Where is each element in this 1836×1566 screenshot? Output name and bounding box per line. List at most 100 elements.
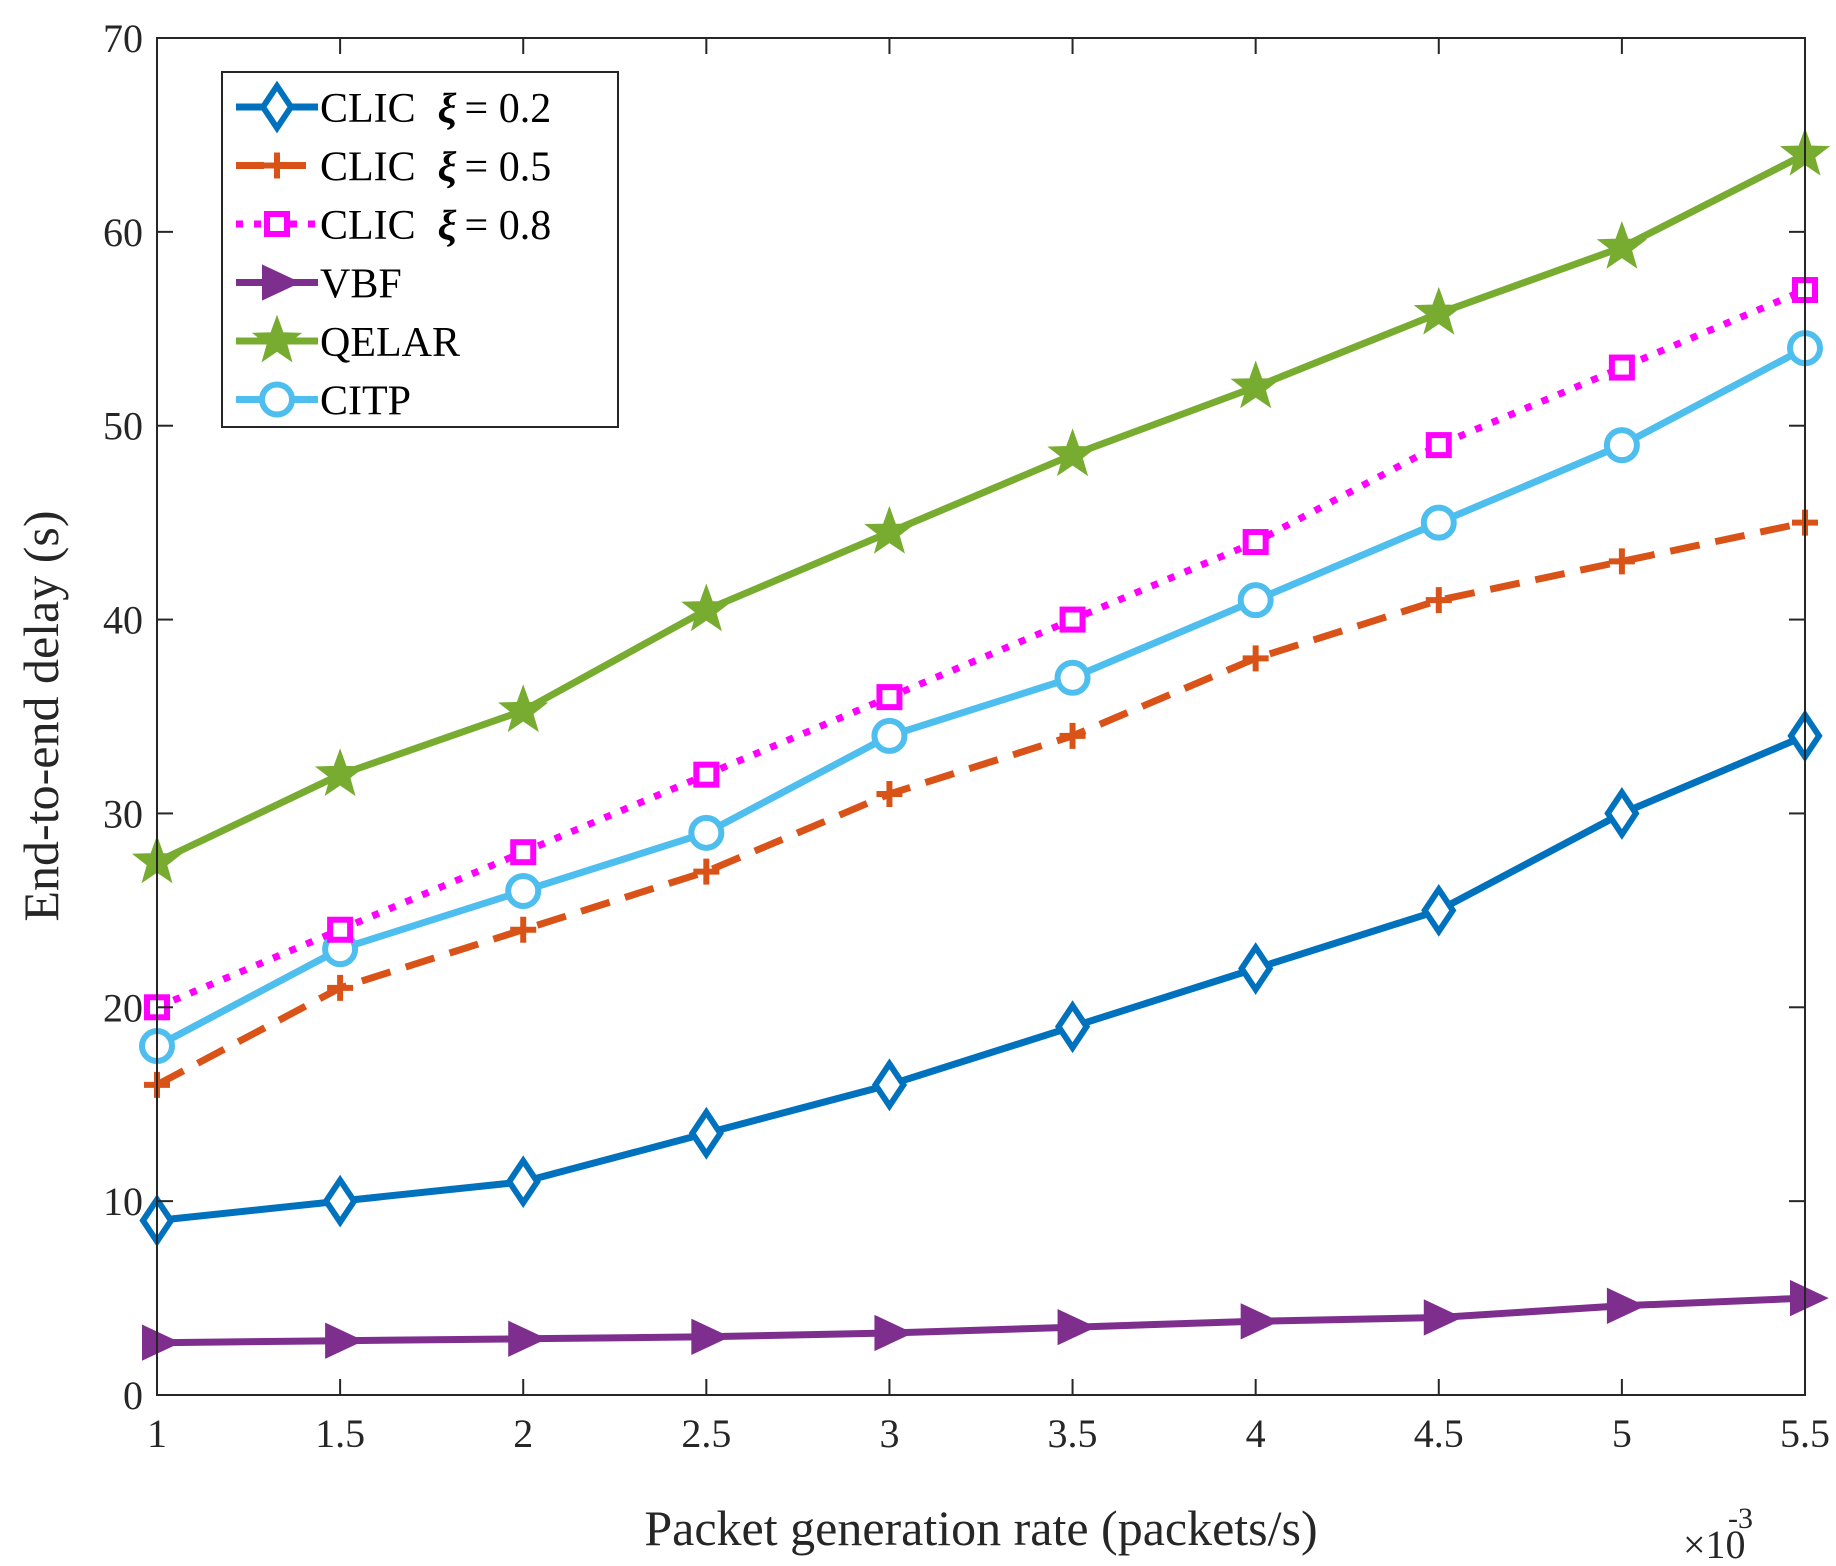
series-line	[155, 151, 1807, 866]
data-point-star	[1230, 360, 1281, 409]
data-point-star	[864, 505, 915, 554]
data-point-triangle-right	[1606, 1287, 1646, 1324]
x-exponent-power: -3	[1728, 1502, 1753, 1535]
legend-item: VBF	[236, 262, 402, 308]
data-point-square	[693, 761, 720, 788]
data-point-triangle-right	[142, 1324, 181, 1361]
y-tick-label: 70	[103, 16, 143, 61]
legend-label: CITP	[320, 379, 411, 425]
data-point-circle	[1054, 659, 1091, 696]
data-point-diamond	[1238, 942, 1274, 995]
legend-item: CLIC ξ = 0.2	[236, 80, 551, 134]
legend-item: CITP	[236, 379, 411, 425]
x-tick-label: 1.5	[315, 1411, 365, 1456]
x-exponent-label: ×10 -3	[1683, 1502, 1753, 1566]
data-point-star	[681, 583, 732, 632]
data-point-plus	[1242, 645, 1269, 672]
series-line	[156, 732, 1807, 1224]
legend-marker-diamond	[259, 80, 295, 134]
x-tick-label: 5	[1612, 1411, 1632, 1456]
y-axis-title: End-to-end delay (s)	[13, 511, 69, 922]
series-line	[156, 1294, 1806, 1347]
data-point-diamond	[1421, 883, 1457, 937]
data-point-star	[1047, 428, 1098, 477]
y-tick-label: 60	[103, 210, 143, 255]
series-line	[155, 345, 1807, 1050]
x-tick-label: 3.5	[1048, 1411, 1098, 1456]
legend-label: CLIC ξ = 0.2	[320, 86, 551, 132]
data-point-triangle-right	[1240, 1303, 1280, 1340]
legend-item: QELAR	[236, 314, 460, 366]
data-point-plus	[1059, 722, 1086, 749]
legend: CLIC ξ = 0.2 CLIC ξ = 0.5 CLIC ξ = 0.8 VBF QELAR CI…	[221, 71, 619, 428]
series-vbf-3	[142, 1279, 1829, 1361]
legend-item: CLIC ξ = 0.5	[236, 145, 551, 191]
y-tick-label: 0	[123, 1373, 143, 1418]
series-line	[155, 519, 1806, 1088]
x-tick-label: 5.5	[1780, 1411, 1830, 1456]
data-point-triangle-right	[1057, 1309, 1097, 1346]
data-point-square	[327, 916, 354, 943]
data-point-diamond	[871, 1058, 908, 1112]
data-point-triangle-right	[874, 1314, 914, 1352]
x-exponent-base: ×10	[1683, 1522, 1746, 1566]
data-point-circle	[505, 872, 542, 909]
series-clic-2	[144, 277, 1818, 1021]
data-point-circle	[1603, 427, 1640, 464]
legend-label: QELAR	[320, 320, 460, 366]
legend-item: CLIC ξ = 0.8	[236, 203, 551, 249]
legend-label: CLIC ξ = 0.8	[320, 203, 551, 249]
y-tick-label: 10	[103, 1179, 143, 1224]
data-point-star	[1413, 286, 1464, 335]
x-tick-label: 3	[879, 1411, 899, 1456]
data-point-star	[498, 684, 549, 733]
data-point-square	[1608, 354, 1635, 381]
data-point-triangle-right	[1423, 1299, 1463, 1336]
data-point-star	[1596, 220, 1648, 269]
data-point-triangle-right	[508, 1320, 547, 1357]
data-point-triangle-right	[691, 1318, 731, 1355]
y-tick-label: 30	[103, 791, 143, 836]
series-clic-0	[139, 709, 1823, 1247]
legend-marker-plus	[264, 152, 290, 179]
data-point-square	[1425, 432, 1452, 459]
data-point-square	[1242, 529, 1269, 556]
x-tick-label: 4	[1246, 1411, 1266, 1456]
series-layer	[131, 127, 1831, 1361]
legend-marker-square	[264, 211, 290, 237]
x-tick-label: 1	[147, 1411, 167, 1456]
data-point-plus	[1608, 548, 1635, 575]
data-point-diamond	[505, 1155, 541, 1209]
data-point-diamond	[688, 1106, 724, 1160]
data-point-plus	[510, 916, 537, 943]
legend-label: VBF	[320, 262, 402, 308]
data-point-plus	[693, 858, 720, 885]
data-point-diamond	[322, 1174, 358, 1228]
x-tick-label: 4.5	[1414, 1411, 1464, 1456]
data-point-diamond	[1604, 787, 1640, 840]
data-point-square	[876, 684, 903, 711]
x-tick-label: 2.5	[681, 1411, 731, 1456]
ticks-layer: 1 1.5 2 2.5 3 3.5 4 4.5 5 5.5 0 10 20 30 40 50 60 70	[103, 16, 1830, 1456]
data-point-circle	[688, 814, 725, 851]
data-point-plus	[876, 781, 903, 808]
data-point-square	[1059, 606, 1086, 633]
y-tick-label: 20	[103, 985, 143, 1030]
data-point-square	[510, 839, 537, 866]
x-tick-label: 2	[513, 1411, 533, 1456]
y-tick-label: 40	[103, 598, 143, 643]
x-axis-title: Packet generation rate (packets/s)	[644, 1500, 1317, 1556]
legend-label: CLIC ξ = 0.5	[320, 145, 551, 191]
data-point-star	[314, 748, 366, 797]
data-point-circle	[871, 717, 908, 754]
series-line	[155, 286, 1807, 1011]
series-qelar-4	[131, 127, 1831, 884]
legend-box	[221, 71, 619, 428]
data-point-triangle-right	[1790, 1279, 1829, 1317]
data-point-diamond	[1054, 1000, 1091, 1054]
data-point-plus	[1425, 587, 1452, 614]
legend-marker-circle	[259, 381, 295, 418]
data-point-triangle-right	[325, 1322, 364, 1359]
data-point-plus	[327, 974, 354, 1001]
y-tick-label: 50	[103, 404, 143, 449]
